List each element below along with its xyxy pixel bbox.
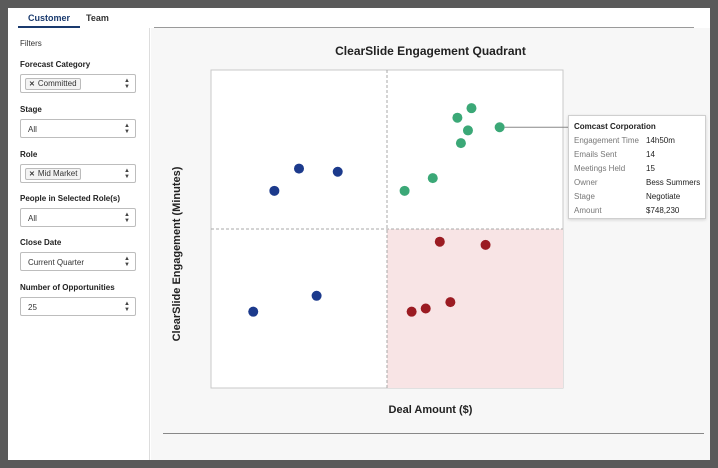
data-point[interactable] <box>248 306 259 317</box>
highlighted-quadrant <box>387 229 563 388</box>
data-point[interactable] <box>399 185 410 196</box>
tab-bar: Customer Team <box>8 8 710 28</box>
tooltip-key: Engagement Time <box>574 136 639 145</box>
people-in-role-select[interactable]: All ▲ ▼ <box>20 208 136 227</box>
filters-title: Filters <box>20 39 42 48</box>
num-opportunities-select[interactable]: 25 ▲ ▼ <box>20 297 136 316</box>
tooltip-key: Amount <box>574 206 602 215</box>
chart-panel: ClearSlide Engagement Quadrant ClearSlid… <box>151 28 710 460</box>
data-point[interactable] <box>294 163 304 174</box>
tooltip-value: 14 <box>646 150 655 159</box>
tooltip-title: Comcast Corporation <box>574 122 656 131</box>
chart-title: ClearSlide Engagement Quadrant <box>335 44 526 58</box>
tab-customer[interactable]: Customer <box>18 12 81 28</box>
tooltip-row: Stage Negotiate <box>574 192 704 204</box>
data-point[interactable] <box>462 125 473 136</box>
data-point[interactable] <box>466 103 477 114</box>
role-label: Role <box>20 150 38 159</box>
tooltip-key: Owner <box>574 178 598 187</box>
data-point[interactable] <box>406 306 417 317</box>
data-point[interactable] <box>455 138 466 149</box>
tooltip-row: Emails Sent 14 <box>574 150 704 162</box>
tab-team[interactable]: Team <box>86 13 109 23</box>
tooltip-value: Negotiate <box>646 192 681 201</box>
tooltip-key: Meetings Held <box>574 164 626 173</box>
close-date-value: Current Quarter <box>28 258 85 267</box>
close-icon[interactable]: ✕ <box>29 171 35 178</box>
tooltip-key: Stage <box>574 192 595 201</box>
forecast-category-select[interactable]: ✕ Committed ▲ ▼ <box>20 74 136 93</box>
updown-arrows-icon: ▲ ▼ <box>124 168 130 180</box>
close-date-select[interactable]: Current Quarter ▲ ▼ <box>20 252 136 271</box>
updown-arrows-icon: ▲ ▼ <box>124 256 130 268</box>
chip-label: Mid Market <box>37 169 78 178</box>
role-select[interactable]: ✕ Mid Market ▲ ▼ <box>20 164 136 183</box>
quadrant-chart <box>210 69 568 389</box>
updown-arrows-icon: ▲ ▼ <box>124 301 130 313</box>
chip-label: Committed <box>37 79 77 88</box>
data-point[interactable] <box>420 303 431 314</box>
data-point[interactable] <box>311 290 322 301</box>
tooltip-value: $748,230 <box>646 206 680 215</box>
stage-value: All <box>28 125 37 134</box>
deal-tooltip: Comcast Corporation Engagement Time 14h50… <box>568 115 706 219</box>
forecast-category-label: Forecast Category <box>20 60 91 69</box>
tooltip-key: Emails Sent <box>574 150 617 159</box>
data-point[interactable] <box>452 112 463 123</box>
updown-arrows-icon: ▲ ▼ <box>124 123 130 135</box>
num-opportunities-label: Number of Opportunities <box>20 283 115 292</box>
mid-market-chip[interactable]: ✕ Mid Market <box>25 168 82 180</box>
close-icon[interactable]: ✕ <box>29 81 35 88</box>
tooltip-row: Meetings Held 15 <box>574 164 704 176</box>
tooltip-row: Engagement Time 14h50m <box>574 136 704 148</box>
committed-chip[interactable]: ✕ Committed <box>25 78 81 90</box>
x-axis-label: Deal Amount ($) <box>388 404 473 416</box>
filters-sidebar: Filters Forecast Category ✕ Committed ▲ ▼ … <box>8 28 150 460</box>
stage-label: Stage <box>20 105 42 114</box>
tooltip-value: Bess Summers <box>646 178 701 187</box>
stage-select[interactable]: All ▲ ▼ <box>20 119 136 138</box>
people-in-role-value: All <box>28 214 37 223</box>
tooltip-row: Amount $748,230 <box>574 206 704 218</box>
bottom-divider <box>163 433 704 434</box>
data-point[interactable] <box>494 122 505 133</box>
data-point[interactable] <box>434 236 445 247</box>
data-point[interactable] <box>427 173 438 184</box>
data-point[interactable] <box>445 297 456 308</box>
app-window: Customer Team Filters Forecast Category … <box>8 8 710 460</box>
tooltip-row: Owner Bess Summers <box>574 178 704 190</box>
tooltip-value: 15 <box>646 164 655 173</box>
people-in-role-label: People in Selected Role(s) <box>20 194 121 203</box>
tab-divider <box>154 27 694 28</box>
data-point[interactable] <box>480 239 491 250</box>
updown-arrows-icon: ▲ ▼ <box>124 78 130 90</box>
updown-arrows-icon: ▲ ▼ <box>124 212 130 224</box>
close-date-label: Close Date <box>20 238 62 247</box>
tooltip-value: 14h50m <box>646 136 675 145</box>
data-point[interactable] <box>332 166 343 177</box>
num-opportunities-value: 25 <box>28 303 37 312</box>
data-point[interactable] <box>269 185 280 196</box>
